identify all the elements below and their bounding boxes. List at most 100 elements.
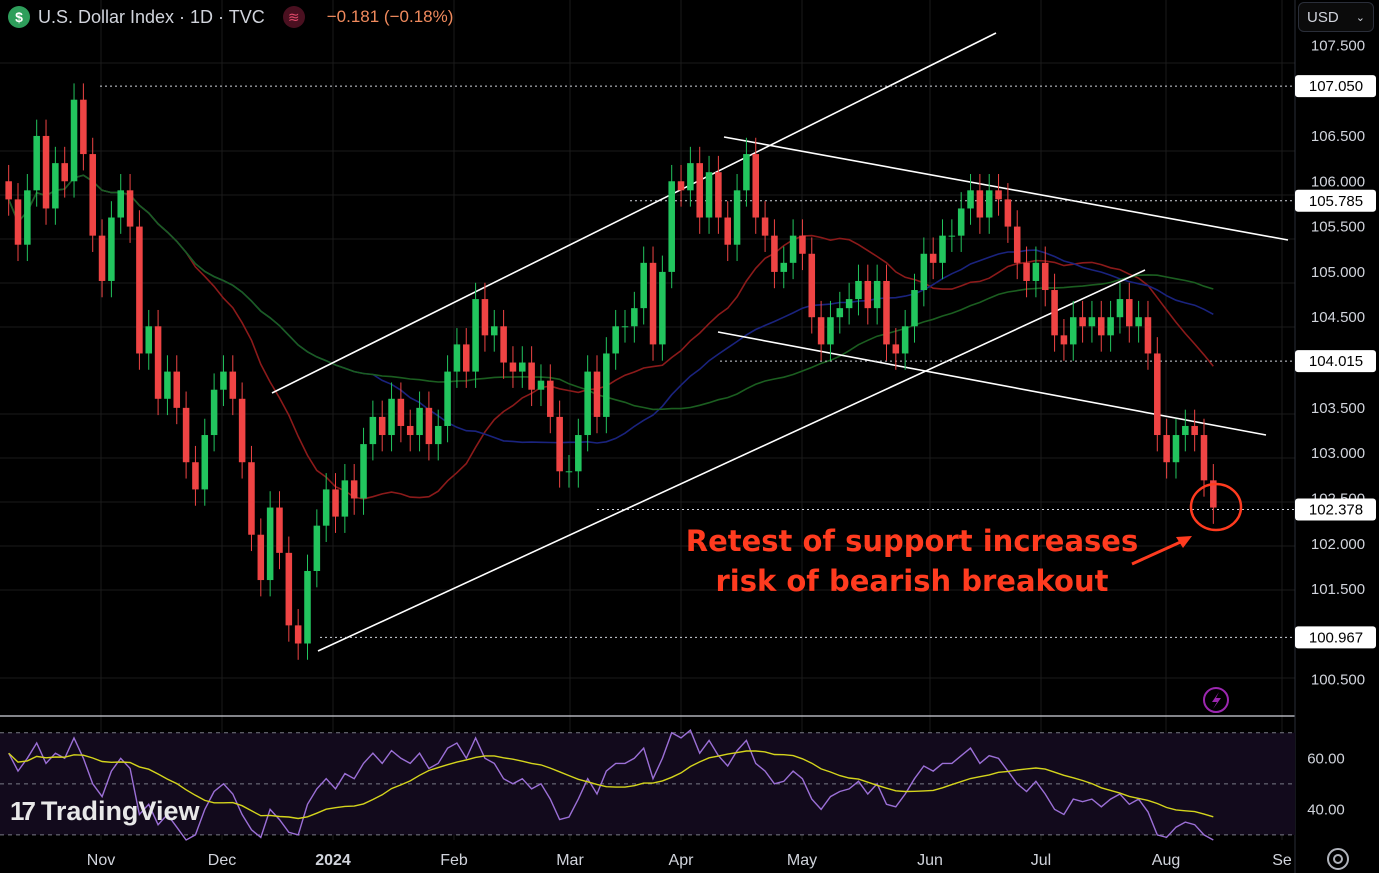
candle-body (1069, 317, 1077, 345)
candle-body (1172, 435, 1180, 463)
candle-body (687, 163, 694, 191)
candle-body (621, 326, 629, 328)
price-tick-label: 104.500 (1311, 309, 1365, 326)
candle-body (808, 253, 816, 318)
time-tick-label: Dec (208, 852, 236, 869)
candle-body (5, 181, 12, 200)
candle-body (89, 154, 96, 236)
candle-body (1182, 425, 1189, 436)
price-axis[interactable]: 107.500 106.500 106.000 105.500 105.000 104.5… (1295, 37, 1376, 689)
price-tick-label: 107.500 (1311, 37, 1365, 54)
candle-body (575, 435, 582, 472)
time-tick-label: May (787, 852, 817, 869)
price-level-label: 105.785 (1309, 193, 1363, 210)
candle-body (369, 416, 377, 445)
candle-body (108, 217, 115, 281)
candle-body (528, 362, 535, 390)
price-level-label: 102.378 (1309, 502, 1363, 519)
candle-body (696, 163, 703, 218)
trendline (723, 136, 1289, 241)
price-level-label: 104.015 (1309, 353, 1363, 370)
candle-body (472, 299, 479, 372)
candle-body (1098, 317, 1105, 336)
candle-body (481, 299, 489, 336)
candle-body (350, 480, 358, 499)
candle-body (80, 99, 87, 155)
candle-body (911, 290, 918, 327)
dollar-icon[interactable]: $ (8, 6, 30, 28)
candle-body (836, 308, 844, 318)
settings-icon[interactable] (1327, 848, 1349, 870)
candle-body (995, 190, 1002, 200)
currency-value: USD (1307, 8, 1339, 26)
candle-body (677, 181, 685, 191)
annotation-arrow (1131, 538, 1186, 566)
time-tick-label: 2024 (315, 852, 351, 869)
moving-averages (7, 174, 1214, 500)
indicator-wave-icon[interactable]: ≋ (282, 6, 305, 28)
candle-body (173, 371, 181, 408)
candle-body (1060, 335, 1068, 345)
candle-body (491, 326, 498, 336)
rsi-tick-label: 40.00 (1307, 801, 1345, 818)
price-tick-label: 103.500 (1311, 400, 1365, 417)
candle-body (864, 280, 872, 309)
chevron-down-icon: ⌄ (1355, 11, 1365, 24)
time-axis[interactable]: Nov Dec 2024 Feb Mar Apr May Jun Jul Aug Se (87, 852, 1292, 869)
candle-body (24, 190, 31, 245)
candle-body (780, 262, 788, 272)
candle-body (761, 217, 769, 236)
candle-body (164, 371, 171, 399)
candle-body (743, 154, 750, 191)
candle-body (883, 280, 890, 345)
symbol-title[interactable]: U.S. Dollar Index · 1D · TVC (38, 6, 265, 27)
price-tick-label: 100.500 (1311, 672, 1365, 689)
lightning-icon[interactable] (1203, 687, 1229, 713)
candle-body (957, 208, 965, 236)
candle-body (276, 507, 283, 553)
candle-body (341, 480, 349, 517)
candle-body (434, 425, 442, 445)
candle-body (509, 362, 517, 372)
candle-body (1041, 262, 1049, 291)
price-level-tag (1295, 626, 1376, 649)
candle-body (294, 625, 302, 644)
price-change: −0.181 (−0.18%) (326, 7, 454, 26)
candle-body (1163, 435, 1170, 463)
candle-body (453, 344, 461, 372)
candle-body (201, 435, 209, 490)
candle-body (61, 163, 68, 182)
candle-body (668, 181, 675, 272)
candle-body (537, 380, 545, 390)
candle-body (827, 317, 834, 345)
time-tick-label: Feb (440, 852, 468, 869)
candle-body (313, 525, 321, 571)
candle-body (892, 344, 900, 354)
candle-body (397, 398, 405, 426)
candle-body (1013, 226, 1021, 263)
rsi-ma-line (8, 750, 1214, 820)
candle-body (1032, 262, 1040, 281)
candle-body (612, 326, 619, 354)
currency-selector[interactable]: USD ⌄ (1298, 2, 1374, 32)
price-level-tag (1295, 189, 1376, 212)
candle-body (1079, 317, 1086, 327)
candle-body (14, 199, 22, 245)
candle-body (210, 389, 218, 436)
trendlines[interactable] (271, 32, 1289, 652)
candle-body (304, 570, 311, 644)
candle-body (145, 326, 153, 354)
time-tick-label: Se (1272, 852, 1292, 869)
candle-body (33, 135, 40, 191)
candle-body (220, 371, 227, 390)
price-tick-label: 106.500 (1311, 128, 1365, 145)
candle-body (1116, 299, 1124, 318)
candle-body (378, 416, 386, 436)
moving-average-green (7, 174, 1214, 411)
tradingview-mark-icon: 17 (10, 796, 36, 826)
candle-body (715, 172, 722, 218)
candle-body (444, 371, 451, 426)
candle-body (631, 308, 638, 327)
annotation-circle (1189, 482, 1243, 532)
